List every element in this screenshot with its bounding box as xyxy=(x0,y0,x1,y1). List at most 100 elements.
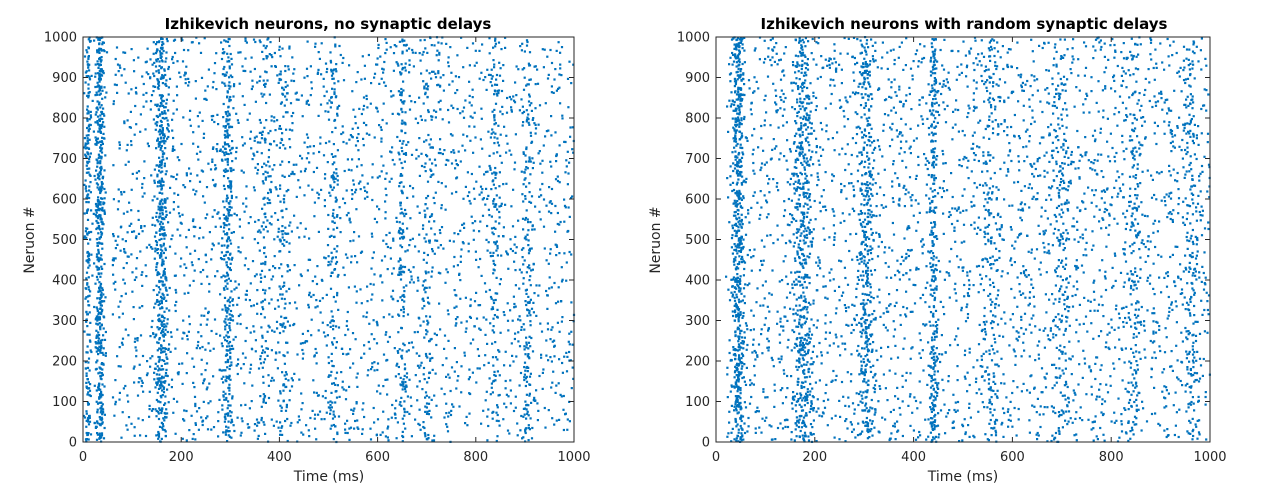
spike-point xyxy=(230,63,234,66)
spike-point xyxy=(278,146,281,149)
spike-point xyxy=(173,148,176,152)
spike-point xyxy=(431,162,434,165)
spike-point xyxy=(429,175,432,178)
spike-point xyxy=(279,239,282,242)
spike-point xyxy=(228,126,231,129)
spike-point xyxy=(324,335,327,338)
spike-point xyxy=(563,220,566,223)
spike-point xyxy=(96,115,100,118)
spike-point xyxy=(524,177,527,180)
spike-point xyxy=(229,404,232,407)
spike-point xyxy=(252,152,255,155)
spike-point xyxy=(513,101,517,104)
spike-point xyxy=(350,255,353,258)
spike-point xyxy=(259,273,262,276)
spike-point xyxy=(525,393,528,396)
spike-point xyxy=(164,173,167,176)
spike-point xyxy=(372,319,375,322)
spike-point xyxy=(401,298,404,302)
spike-point xyxy=(288,224,291,227)
spike-point xyxy=(339,53,342,57)
spike-point xyxy=(493,108,496,111)
spike-point xyxy=(91,222,94,225)
spike-point xyxy=(264,212,267,215)
spike-point xyxy=(422,224,425,227)
spike-point xyxy=(284,377,287,380)
spike-point xyxy=(487,408,490,411)
spike-point xyxy=(204,369,207,372)
spike-point xyxy=(166,362,169,365)
spike-point xyxy=(262,393,265,396)
spike-point xyxy=(207,162,210,165)
spike-point xyxy=(325,344,328,347)
spike-point xyxy=(300,94,303,97)
spike-point xyxy=(400,267,403,270)
spike-point xyxy=(338,104,341,107)
spike-point xyxy=(285,98,288,101)
spike-point xyxy=(226,353,229,357)
spike-point xyxy=(379,275,382,278)
spike-point xyxy=(226,310,229,313)
spike-point xyxy=(429,359,432,362)
spike-point xyxy=(266,202,269,205)
spike-point xyxy=(148,415,151,418)
spike-point xyxy=(220,251,223,254)
spike-point xyxy=(400,404,403,407)
spike-point xyxy=(258,79,261,83)
spike-point xyxy=(491,128,494,131)
spike-point xyxy=(167,65,170,69)
spike-point xyxy=(563,355,566,358)
spike-point xyxy=(83,212,86,215)
spike-point xyxy=(113,414,116,417)
spike-point xyxy=(225,279,228,282)
spike-point xyxy=(153,235,157,238)
spike-point xyxy=(83,183,86,186)
spike-point xyxy=(87,295,90,298)
spike-point xyxy=(128,224,131,227)
spike-point xyxy=(454,167,457,170)
spike-point xyxy=(462,66,465,69)
spike-point xyxy=(101,413,104,416)
spike-point xyxy=(201,423,204,427)
spike-point xyxy=(380,77,383,80)
spike-point xyxy=(225,376,228,380)
spike-point xyxy=(118,64,121,67)
spike-point xyxy=(523,178,526,181)
spike-point xyxy=(105,91,108,94)
spike-point xyxy=(336,275,339,278)
spike-point xyxy=(522,436,525,439)
spike-point xyxy=(198,407,201,410)
spike-point xyxy=(330,406,333,409)
spike-point xyxy=(303,341,306,344)
spike-point xyxy=(101,368,104,371)
spike-point xyxy=(521,217,525,220)
spike-point xyxy=(229,252,232,255)
spike-point xyxy=(88,127,91,130)
spike-point xyxy=(422,80,425,83)
spike-point xyxy=(398,40,401,43)
spike-point xyxy=(536,82,540,85)
spike-point xyxy=(308,258,312,261)
spike-point xyxy=(513,161,517,164)
spike-point xyxy=(214,275,217,278)
spike-point xyxy=(376,418,380,421)
spike-point xyxy=(156,79,159,82)
spike-point xyxy=(424,91,427,94)
spike-point xyxy=(513,302,516,306)
spike-point xyxy=(88,414,91,417)
spike-point xyxy=(300,274,303,278)
spike-point xyxy=(306,329,310,333)
spike-point xyxy=(287,161,291,164)
spike-point xyxy=(528,156,531,159)
spike-point xyxy=(427,271,430,274)
spike-point xyxy=(87,96,90,99)
spike-point xyxy=(134,346,137,349)
spike-point xyxy=(420,164,424,168)
spike-point xyxy=(487,208,490,211)
spike-point xyxy=(441,364,444,367)
spike-point xyxy=(429,215,432,218)
spike-point xyxy=(349,221,352,224)
spike-point xyxy=(202,382,205,385)
spike-point xyxy=(491,110,494,113)
spike-point xyxy=(336,291,339,295)
